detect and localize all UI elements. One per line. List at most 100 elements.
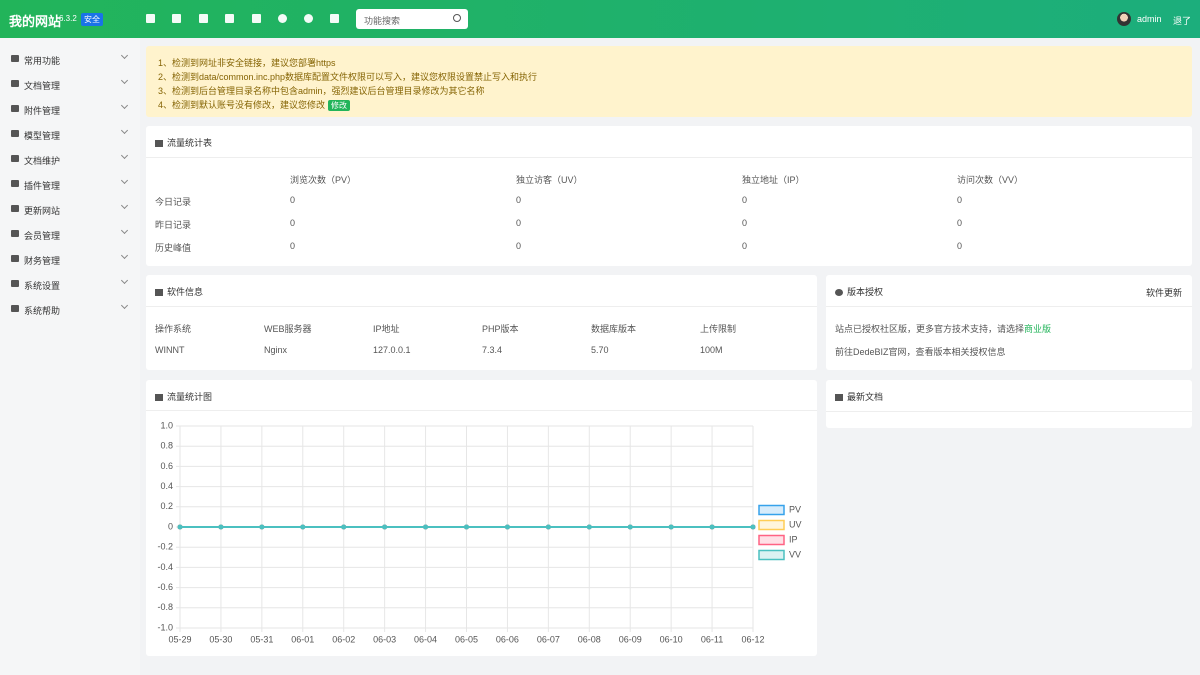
logout[interactable]: 退了 bbox=[1173, 16, 1192, 26]
sidebar-item[interactable]: 文档管理 bbox=[0, 74, 140, 94]
sidebar-label[interactable]: 会员管理 bbox=[24, 231, 61, 241]
toolbar-icon[interactable] bbox=[330, 14, 339, 23]
info-value: 127.0.0.1 bbox=[373, 345, 411, 355]
sidebar-item[interactable]: 插件管理 bbox=[0, 174, 140, 194]
sidebar-icon bbox=[11, 130, 19, 137]
sidebar-label[interactable]: 附件管理 bbox=[24, 106, 61, 116]
title-text: 软件信息 bbox=[167, 287, 204, 297]
chevron[interactable] bbox=[120, 176, 129, 185]
chevron[interactable] bbox=[120, 76, 129, 85]
info-header: WEB服务器 bbox=[264, 324, 312, 334]
chevron[interactable] bbox=[120, 101, 129, 110]
sidebar-item[interactable]: 更新网站 bbox=[0, 199, 140, 219]
info-value: 7.3.4 bbox=[482, 345, 503, 355]
chevron[interactable] bbox=[120, 126, 129, 135]
data-point bbox=[300, 524, 306, 530]
row-label: 历史峰值 bbox=[155, 243, 192, 253]
sidebar-icon bbox=[11, 230, 19, 237]
info-header: PHP版本 bbox=[482, 324, 519, 334]
data-point bbox=[668, 524, 674, 530]
cell-value: 0 bbox=[516, 218, 522, 228]
sidebar-item[interactable]: 系统设置 bbox=[0, 274, 140, 294]
x-tick-label: 06-08 bbox=[578, 634, 601, 644]
update-link[interactable]: 软件更新 bbox=[1145, 288, 1182, 298]
chevron[interactable] bbox=[120, 226, 129, 235]
cell-value: 0 bbox=[742, 218, 748, 228]
sidebar-icon bbox=[11, 280, 19, 287]
divider bbox=[146, 410, 817, 411]
sidebar-label[interactable]: 常用功能 bbox=[24, 56, 61, 66]
user-name[interactable]: admin bbox=[1137, 14, 1162, 24]
sidebar-item[interactable]: 财务管理 bbox=[0, 249, 140, 269]
toolbar-icon[interactable] bbox=[304, 14, 313, 23]
sidebar-label[interactable]: 模型管理 bbox=[24, 131, 61, 141]
y-tick-label: 1.0 bbox=[160, 420, 173, 430]
x-tick-label: 06-10 bbox=[660, 634, 683, 644]
toolbar-icon[interactable] bbox=[252, 14, 261, 23]
search-icon[interactable] bbox=[453, 14, 461, 22]
sidebar-item[interactable]: 文档维护 bbox=[0, 149, 140, 169]
alert-text: 4、检测到默认账号没有修改，建议您修改 bbox=[158, 100, 326, 110]
toolbar-icon[interactable] bbox=[278, 14, 287, 23]
sidebar-label[interactable]: 文档管理 bbox=[24, 81, 61, 91]
sidebar-item[interactable]: 附件管理 bbox=[0, 99, 140, 119]
sidebar-label[interactable]: 文档维护 bbox=[24, 156, 61, 166]
info-header: IP地址 bbox=[373, 324, 400, 334]
license-link[interactable]: 商业版 bbox=[1024, 324, 1052, 334]
license-line: 站点已授权社区版，更多官方技术支持，请选择 bbox=[835, 324, 1025, 334]
toolbar-icon[interactable] bbox=[146, 14, 155, 23]
x-tick-label: 06-11 bbox=[701, 634, 723, 644]
chevron[interactable] bbox=[120, 51, 129, 60]
card-title: 流量统计表 bbox=[155, 136, 212, 149]
chart-card: 流量统计图 -1.0 -0.8 -0.6 -0.4 -0.2 0 0.2 0.4 0.6 0.8 1… bbox=[146, 380, 817, 656]
chevron[interactable] bbox=[120, 301, 129, 310]
x-tick-label: 06-12 bbox=[741, 634, 764, 644]
x-tick-label: 06-07 bbox=[537, 634, 560, 644]
license-text: 站点已授权社区版，更多官方技术支持，请选择商业版 bbox=[835, 322, 1051, 335]
data-point bbox=[423, 524, 429, 530]
card-title: 最新文档 bbox=[835, 390, 883, 403]
site-name[interactable]: 我的网站 bbox=[9, 14, 62, 29]
divider bbox=[826, 411, 1192, 412]
data-point bbox=[218, 524, 224, 530]
sidebar-label[interactable]: 系统设置 bbox=[24, 281, 61, 291]
cell-value: 0 bbox=[290, 195, 296, 205]
toolbar-icon[interactable] bbox=[199, 14, 208, 23]
sidebar-item[interactable]: 模型管理 bbox=[0, 124, 140, 144]
sidebar-label[interactable]: 系统帮助 bbox=[24, 306, 61, 316]
alert-text: 2、检测到data/common.inc.php数据库配置文件权限可以写入，建议… bbox=[158, 72, 538, 82]
chevron[interactable] bbox=[120, 151, 129, 160]
x-tick-label: 06-06 bbox=[496, 634, 519, 644]
info-value: 5.70 bbox=[591, 345, 609, 355]
sidebar-item[interactable]: 会员管理 bbox=[0, 224, 140, 244]
card-title: 软件信息 bbox=[155, 285, 203, 298]
y-tick-label: -0.8 bbox=[157, 602, 173, 612]
toolbar-icon[interactable] bbox=[172, 14, 181, 23]
chevron[interactable] bbox=[120, 201, 129, 210]
y-tick-label: -1.0 bbox=[157, 622, 173, 632]
fix-button[interactable]: 修改 bbox=[328, 100, 351, 111]
avatar[interactable] bbox=[1117, 12, 1131, 26]
sidebar-item[interactable]: 常用功能 bbox=[0, 49, 140, 69]
sidebar-label[interactable]: 更新网站 bbox=[24, 206, 61, 216]
alert-line: 3、检测到后台管理目录名称中包含admin，强烈建议后台管理目录修改为其它名称 bbox=[158, 84, 485, 97]
search-box[interactable]: 功能搜索 bbox=[356, 9, 468, 29]
cell-value: 0 bbox=[957, 218, 963, 228]
latest-docs-card: 最新文档 bbox=[826, 380, 1192, 428]
badge: 安全 bbox=[81, 13, 103, 26]
x-tick-label: 06-05 bbox=[455, 634, 478, 644]
card-title: 流量统计图 bbox=[155, 390, 212, 403]
chevron[interactable] bbox=[120, 251, 129, 260]
sidebar-label[interactable]: 插件管理 bbox=[24, 181, 61, 191]
chart: -1.0 -0.8 -0.6 -0.4 -0.2 0 0.2 0.4 0.6 0.8 1.0 05-2… bbox=[157, 420, 801, 644]
sidebar-item[interactable]: 系统帮助 bbox=[0, 299, 140, 319]
toolbar-icon[interactable] bbox=[225, 14, 234, 23]
license-line[interactable]: 前往DedeBIZ官网，查看版本相关授权信息 bbox=[835, 347, 1006, 357]
sidebar-label[interactable]: 财务管理 bbox=[24, 256, 61, 266]
y-tick-label: 0.2 bbox=[160, 501, 173, 511]
alert-line: 2、检测到data/common.inc.php数据库配置文件权限可以写入，建议… bbox=[158, 70, 537, 83]
cell-value: 0 bbox=[742, 241, 748, 251]
info-value: 100M bbox=[700, 345, 723, 355]
y-tick-label: -0.6 bbox=[157, 582, 173, 592]
chevron[interactable] bbox=[120, 276, 129, 285]
